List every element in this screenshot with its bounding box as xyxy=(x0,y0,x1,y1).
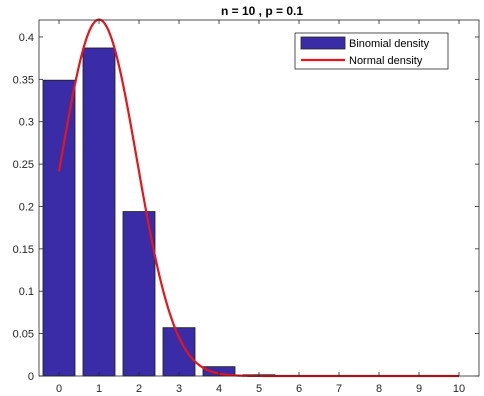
x-tick-label: 7 xyxy=(336,383,342,395)
y-tick-label: 0.35 xyxy=(13,74,34,86)
x-tick-label: 6 xyxy=(296,383,302,395)
bars-group xyxy=(42,47,316,377)
legend-label-binomial: Binomial density xyxy=(349,38,430,50)
bar-2 xyxy=(122,211,156,377)
x-tick-label: 9 xyxy=(416,383,422,395)
y-tick-label: 0.1 xyxy=(19,286,34,298)
legend-swatch-binomial xyxy=(300,36,346,50)
y-tick-label: 0.4 xyxy=(19,32,34,44)
x-tick-label: 0 xyxy=(56,383,62,395)
x-tick-label: 8 xyxy=(376,383,382,395)
x-tick-label: 10 xyxy=(453,383,465,395)
x-tick-label: 3 xyxy=(176,383,182,395)
legend: Binomial density Normal density xyxy=(294,32,449,70)
legend-label-normal: Normal density xyxy=(349,55,423,67)
y-tick-label: 0.2 xyxy=(19,201,34,213)
y-tick-label: 0 xyxy=(28,371,34,383)
chart-title: n = 10 , p = 0.1 xyxy=(221,4,303,18)
bar-1 xyxy=(82,47,116,377)
x-tick-label: 1 xyxy=(96,383,102,395)
axes-group: 0 1 2 3 4 5 6 7 8 9 10 0 0.05 0.1 0.15 0.2 0.25 0.3 0.35 0.… xyxy=(13,19,480,395)
y-tick-label: 0.15 xyxy=(13,244,34,256)
x-tick-label: 4 xyxy=(216,383,222,395)
x-tick-label: 2 xyxy=(136,383,142,395)
x-tick-label: 5 xyxy=(256,383,262,395)
y-tick-label: 0.25 xyxy=(13,159,34,171)
bar-0 xyxy=(42,79,76,377)
y-tick-label: 0.3 xyxy=(19,117,34,129)
y-tick-label: 0.05 xyxy=(13,329,34,341)
